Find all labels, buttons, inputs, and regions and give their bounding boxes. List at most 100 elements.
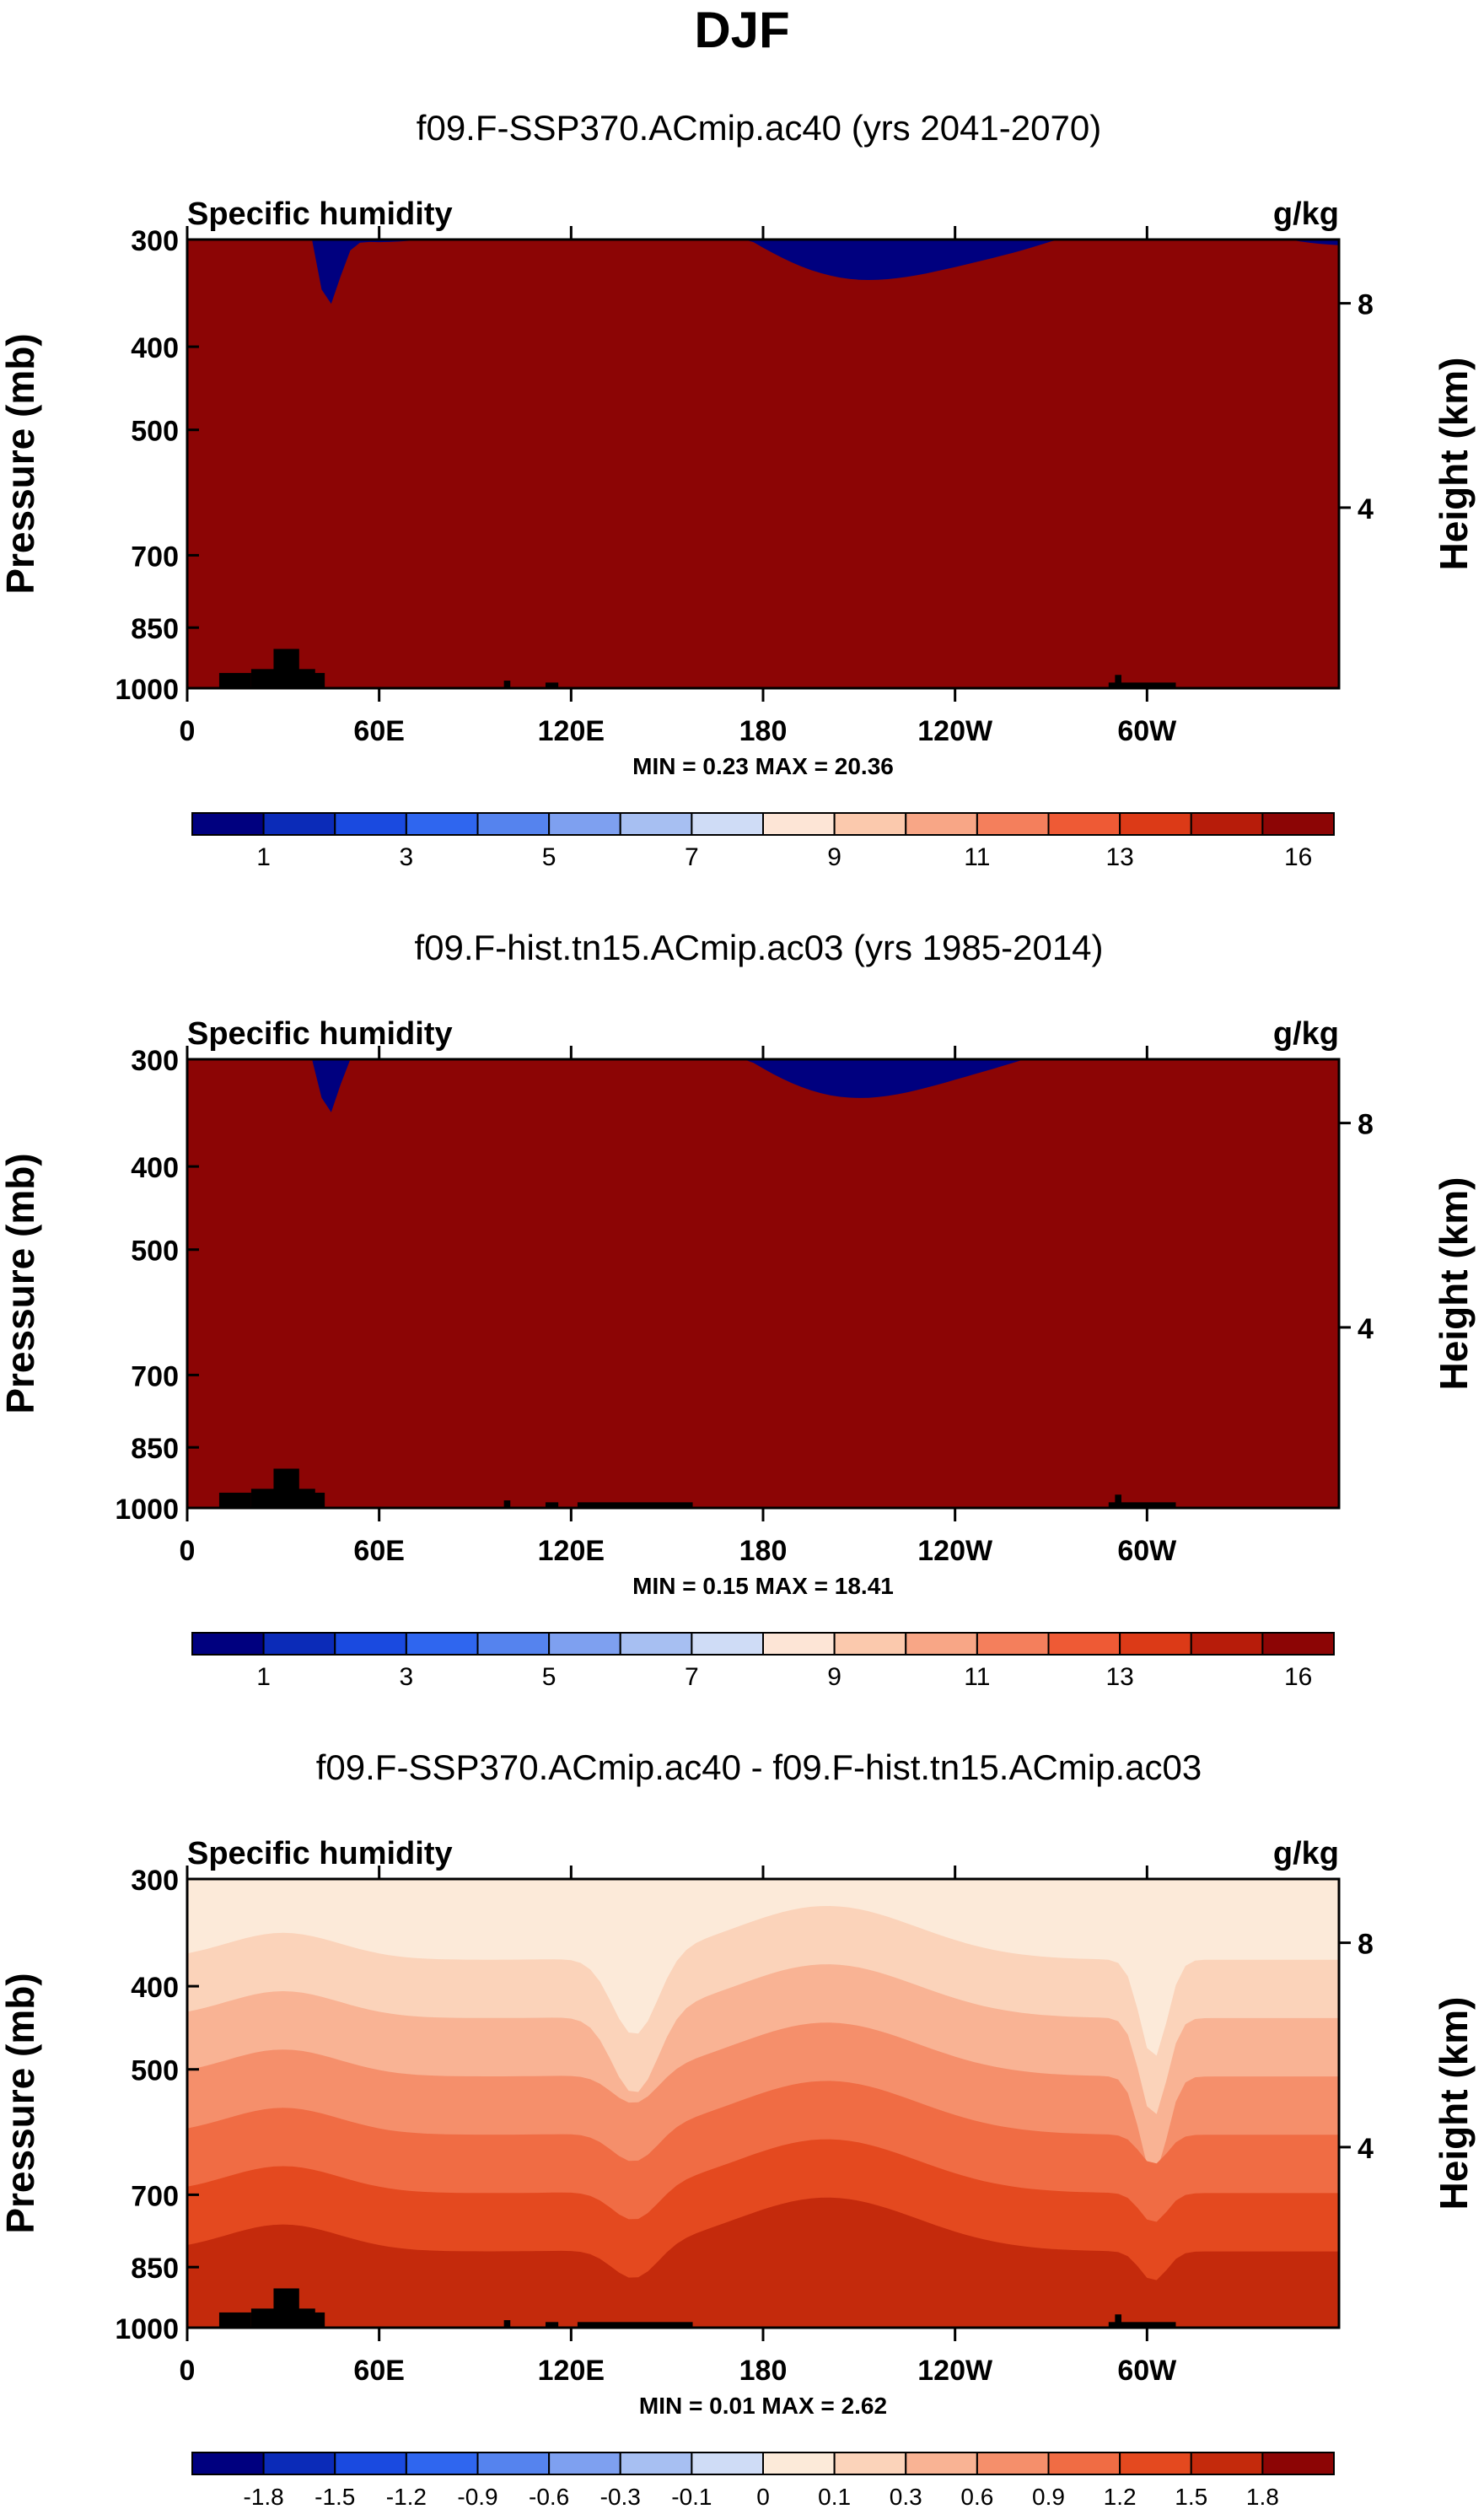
land-block: [1108, 682, 1176, 688]
colorbar-label: 0: [756, 2484, 770, 2509]
topography-mask: [218, 649, 1176, 688]
land-block: [1115, 2314, 1121, 2328]
x-tick-label: 180: [739, 715, 788, 747]
land-block: [1115, 1494, 1121, 1508]
colorbar-swatch: [548, 2452, 621, 2475]
panel-title: f09.F-hist.tn15.ACmip.ac03 (yrs 1985-201…: [414, 928, 1103, 967]
y2-axis-label: Height (km): [1432, 358, 1476, 571]
colorbar-swatch: [905, 1632, 978, 1656]
colorbar-label: 3: [400, 1663, 414, 1691]
x-tick-label: 60E: [353, 1535, 405, 1567]
y-axis-label: Pressure (mb): [0, 333, 42, 594]
y2-tick-label: 4: [1358, 1313, 1374, 1345]
colorbar-swatch: [1190, 2452, 1264, 2475]
land-block: [545, 1502, 559, 1508]
y-tick-label: 700: [131, 541, 179, 573]
x-tick-label: 120E: [538, 2355, 605, 2387]
y2-tick-label: 4: [1358, 493, 1374, 525]
colorbar-swatch: [191, 1632, 265, 1656]
land-block: [545, 2322, 559, 2328]
colorbar-swatch: [1047, 1632, 1121, 1656]
x-tick-label: 120W: [917, 1535, 993, 1567]
y-tick-label: 1000: [115, 674, 179, 706]
y-tick-label: 400: [131, 332, 179, 364]
colorbar-swatch: [334, 1632, 407, 1656]
colorbar-label: 1.8: [1246, 2484, 1279, 2509]
colorbar-swatch: [405, 2452, 479, 2475]
y2-tick-label: 8: [1358, 1109, 1374, 1141]
y-tick-label: 300: [131, 225, 179, 257]
colorbar-swatch: [762, 812, 836, 836]
colorbar-swatch: [833, 812, 907, 836]
variable-label: Specific humidity: [187, 197, 453, 232]
y-tick-label: 300: [131, 1865, 179, 1897]
colorbar-swatch: [476, 1632, 551, 1656]
colorbar-label: 5: [542, 1663, 556, 1691]
colorbar-label: 16: [1284, 843, 1312, 871]
colorbar-swatch: [619, 2452, 693, 2475]
colorbar-label: 9: [827, 843, 841, 871]
colorbar-swatch: [262, 812, 336, 836]
colorbar-swatch: [548, 1632, 621, 1656]
land-block: [577, 1502, 693, 1508]
contour-field: [187, 1059, 1339, 1508]
colorbar-swatch: [191, 812, 265, 836]
topography-mask: [218, 1468, 1176, 1508]
y-tick-label: 850: [131, 613, 179, 645]
colorbar-label: 16: [1284, 1663, 1312, 1691]
colorbar-swatch: [548, 812, 621, 836]
x-tick-label: 60W: [1117, 715, 1177, 747]
y2-tick-label: 8: [1358, 1929, 1374, 1961]
colorbar-swatch: [1261, 1632, 1335, 1656]
contour-field: [187, 1879, 1339, 2328]
variable-label: Specific humidity: [187, 1016, 453, 1052]
page-title: DJF: [694, 2, 789, 58]
panel-title: f09.F-SSP370.ACmip.ac40 (yrs 2041-2070): [417, 108, 1101, 148]
x-tick-label: 0: [180, 715, 196, 747]
x-tick-label: 120E: [538, 715, 605, 747]
y-tick-label: 1000: [115, 2313, 179, 2345]
colorbar-label: 7: [685, 1663, 699, 1691]
colorbar-label: 9: [827, 1663, 841, 1691]
colorbar-swatch: [334, 812, 407, 836]
colorbar-swatch: [976, 1632, 1050, 1656]
colorbar-swatch: [976, 2452, 1050, 2475]
panel-title: f09.F-SSP370.ACmip.ac40 - f09.F-hist.tn1…: [316, 1747, 1202, 1787]
y-tick-label: 500: [131, 416, 179, 448]
land-block: [305, 2312, 325, 2328]
y-tick-label: 400: [131, 1152, 179, 1184]
units-label: g/kg: [1273, 1016, 1339, 1052]
colorbar-swatch: [691, 812, 764, 836]
colorbar-swatch: [476, 2452, 551, 2475]
x-tick-label: 60W: [1117, 1535, 1177, 1567]
colorbar-label: -1.2: [386, 2484, 427, 2509]
colorbar-swatch: [1119, 812, 1192, 836]
colorbar-swatch: [762, 1632, 836, 1656]
colorbar-swatch: [1119, 2452, 1192, 2475]
colorbar-label: 11: [964, 843, 990, 871]
x-tick-label: 0: [180, 1535, 196, 1567]
land-block: [273, 1468, 299, 1508]
colorbar-swatch: [833, 2452, 907, 2475]
colorbar-label: -0.6: [529, 2484, 569, 2509]
x-tick-label: 60W: [1117, 2355, 1177, 2387]
colorbar-swatch: [1119, 1632, 1192, 1656]
colorbar-label: 3: [400, 843, 414, 871]
colorbar-label: -0.1: [671, 2484, 712, 2509]
colorbar-swatch: [476, 812, 551, 836]
colorbar-label: 13: [1105, 843, 1133, 871]
contour-band: [187, 2197, 1339, 2328]
land-block: [1108, 2322, 1176, 2328]
colorbar-label: 11: [964, 1663, 990, 1691]
y2-axis-label: Height (km): [1432, 1177, 1476, 1391]
colorbar-label: 0.9: [1032, 2484, 1065, 2509]
colorbar-label: 1.5: [1175, 2484, 1207, 2509]
land-block: [503, 1500, 511, 1508]
colorbar-swatch: [905, 2452, 978, 2475]
land-block: [218, 672, 251, 688]
colorbar-swatch: [334, 2452, 407, 2475]
x-tick-label: 180: [739, 1535, 788, 1567]
land-block: [218, 1492, 251, 1508]
min-max-stats: MIN = 0.23 MAX = 20.36: [632, 753, 894, 779]
land-block: [503, 2320, 511, 2328]
